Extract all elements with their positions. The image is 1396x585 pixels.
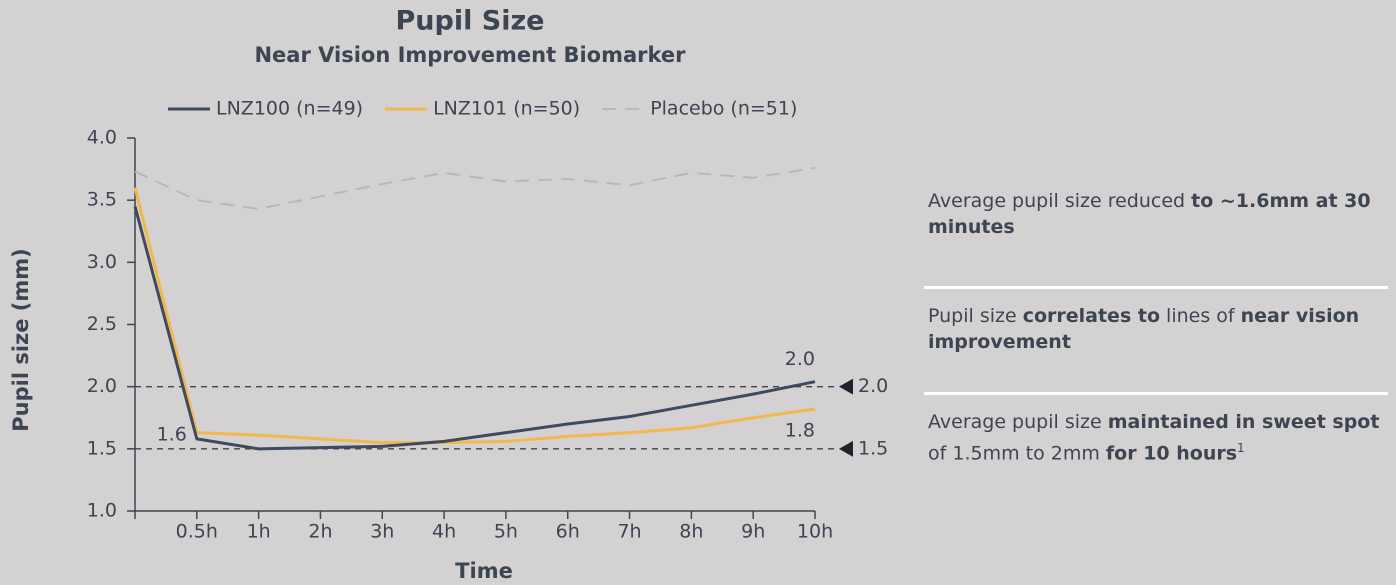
- reference-arrow: [839, 378, 853, 395]
- chart-title: Pupil Size: [396, 6, 545, 37]
- series-line: [133, 187, 816, 445]
- note-text: Average pupil size reduced: [928, 190, 1192, 212]
- x-tick-label: 7h: [617, 521, 641, 543]
- data-label: 1.8: [785, 420, 815, 442]
- x-tick-label: 1h: [247, 521, 271, 543]
- legend-label: LNZ101 (n=50): [433, 98, 580, 120]
- x-tick-label: 3h: [370, 521, 394, 543]
- data-label: 1.6: [157, 423, 187, 445]
- note: Average pupil size maintained in sweet s…: [924, 392, 1388, 498]
- note: Pupil size correlates to lines of near v…: [924, 286, 1388, 392]
- notes: Average pupil size reduced to ~1.6mm at …: [924, 180, 1388, 498]
- y-tick-label: 1.0: [87, 500, 117, 522]
- x-tick-label: 5h: [494, 521, 518, 543]
- reference-label: 1.5: [858, 437, 888, 459]
- y-tick-label: 4.0: [87, 127, 117, 149]
- x-tick-label: 8h: [679, 521, 703, 543]
- legend-label: LNZ100 (n=49): [216, 98, 363, 120]
- chart: Pupil Size Near Vision Improvement Bioma…: [9, 6, 888, 584]
- note: Average pupil size reduced to ~1.6mm at …: [924, 180, 1388, 286]
- y-tick-label: 3.5: [87, 189, 117, 211]
- note-text: lines of: [1160, 305, 1241, 327]
- x-tick-label: 9h: [741, 521, 765, 543]
- series-line: [133, 205, 816, 451]
- note-text: to ~1.6mm at 30 minutes: [928, 190, 1371, 238]
- note-text: Pupil size: [928, 305, 1023, 327]
- note-text: Average pupil size: [928, 411, 1108, 433]
- note-text: of 1.5mm to 2mm: [928, 442, 1106, 465]
- note-text: 1: [1237, 441, 1245, 455]
- data-label: 2.0: [785, 348, 815, 370]
- reference-arrow: [839, 440, 853, 457]
- x-tick-label: 6h: [556, 521, 580, 543]
- x-tick-label: 0.5h: [176, 521, 218, 543]
- series-line: [134, 166, 816, 210]
- y-tick-label: 2.5: [87, 313, 117, 335]
- y-tick-label: 1.5: [87, 437, 117, 459]
- note-text: maintained in sweet spot: [1107, 411, 1380, 433]
- note-text: correlates to: [1022, 305, 1161, 327]
- y-tick-label: 2.0: [87, 375, 117, 397]
- reference-label: 2.0: [858, 375, 888, 397]
- y-tick-label: 3.0: [87, 251, 117, 273]
- x-axis-label: Time: [455, 559, 513, 583]
- note-text: near vision improvement: [928, 305, 1360, 353]
- y-axis-label: Pupil size (mm): [9, 248, 33, 432]
- x-tick-label: 4h: [432, 521, 456, 543]
- x-tick-label: 10h: [797, 521, 833, 543]
- legend-label: Placebo (n=51): [650, 98, 797, 120]
- chart-subtitle: Near Vision Improvement Biomarker: [254, 43, 686, 67]
- x-tick-label: 2h: [308, 521, 332, 543]
- note-text: for 10 hours: [1105, 442, 1238, 465]
